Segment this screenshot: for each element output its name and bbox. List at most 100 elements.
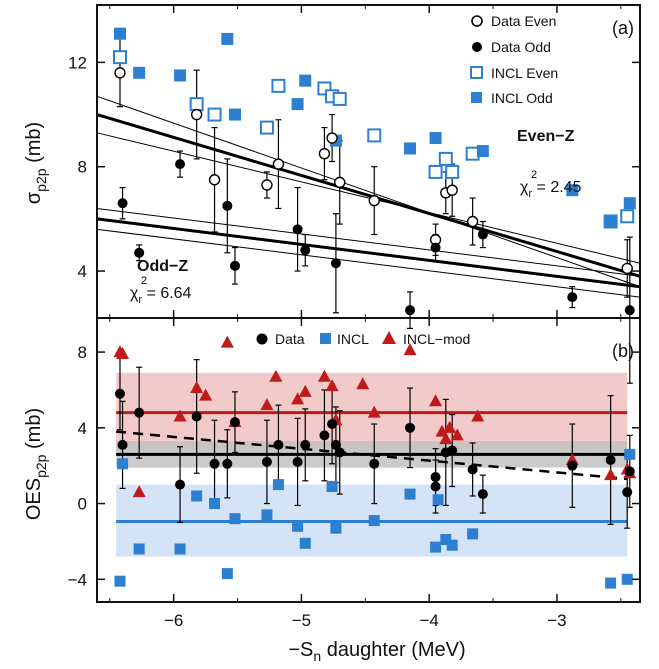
incl-even-point (620, 209, 635, 224)
data-even-point (208, 174, 221, 186)
incl-mod-point (325, 379, 339, 392)
panel-b-points (113, 335, 637, 589)
panel-a-tag: (a) (612, 18, 634, 38)
panel-b-ylabel: OESp2p (mb) (23, 408, 49, 520)
fit-line (96, 95, 641, 288)
data-point (624, 466, 635, 477)
legend-data-odd-marker (472, 42, 482, 52)
incl-even-point (112, 50, 127, 65)
data-odd-point (567, 292, 578, 303)
data-even-point (261, 179, 273, 191)
incl-mod-point (450, 428, 464, 441)
panel-b: −6 −5 −4 −3 −4 0 4 8 (b) Data INCL INCL−mod OES… (23, 317, 641, 630)
even-z-chi2: χr = 2.45 2 (520, 169, 582, 200)
incl-odd-point (221, 32, 234, 45)
incl-mod-point (132, 485, 146, 498)
incl-mod-point (403, 343, 417, 356)
data-point (327, 419, 338, 430)
incl-mod-point (260, 398, 274, 411)
incl-mod-point (429, 394, 443, 407)
incl-point (624, 448, 636, 460)
odd-z-chi2: χr = 6.64 2 (130, 275, 192, 306)
incl-mod-point (298, 384, 312, 397)
odd-z-label: Odd−Z (137, 258, 188, 275)
incl-point (326, 481, 338, 493)
panel-a-fit-lines (96, 95, 641, 298)
y-tick-label: 8 (78, 158, 87, 177)
data-odd-point (624, 305, 635, 316)
x-tick-label: −5 (292, 611, 311, 630)
data-point (369, 458, 380, 469)
even-chi-symbol: χ (520, 179, 529, 196)
incl-point (229, 513, 241, 525)
data-odd-point (477, 229, 488, 240)
incl-odd-point (566, 184, 579, 197)
data-point (117, 439, 128, 450)
incl-point (117, 458, 129, 470)
incl-even-point (367, 128, 382, 143)
panel-a-ylabel-main: σ (23, 191, 45, 204)
fit-line (96, 113, 641, 278)
data-point (447, 445, 458, 456)
fit-line (96, 132, 641, 264)
legend-incl-marker (320, 333, 331, 344)
data-point (567, 460, 578, 471)
incl-point (292, 520, 304, 532)
data-point (622, 487, 633, 498)
panel-b-ylabel-sub: p2p (33, 454, 49, 478)
data-odd-point (292, 224, 303, 235)
x-axis-label: −Sn daughter (MeV) (288, 639, 465, 664)
incl-mod-point (367, 405, 381, 418)
incl-point (191, 490, 203, 502)
data-point (605, 455, 616, 465)
incl-odd-point (429, 132, 442, 145)
fit-line (96, 228, 641, 298)
data-even-point (621, 262, 633, 275)
y-tick-label: 8 (78, 343, 87, 362)
legend-incl-mod: INCL−mod (403, 331, 470, 347)
even-chi-eq: = (532, 179, 550, 196)
incl-odd-point (623, 197, 636, 210)
panel-a-ylabel-sub: p2p (33, 168, 49, 192)
data-even-point (446, 184, 458, 196)
incl-point (261, 509, 273, 521)
trend-line (116, 430, 628, 481)
data-point (405, 422, 416, 433)
y-tick-label: 4 (78, 262, 87, 281)
legend-incl-even: INCL Even (491, 65, 558, 81)
fit-line (96, 207, 641, 277)
y-tick-label: 12 (68, 53, 87, 72)
incl-odd-point (476, 145, 489, 158)
data-even-point (190, 108, 203, 121)
incl-mod-point (190, 381, 204, 394)
legend-data-even-marker (471, 15, 483, 27)
data-even-point (318, 147, 331, 160)
panel-a-ylabel: σp2p (mb) (23, 122, 49, 204)
incl-even-point (207, 107, 222, 122)
incl-even-point (332, 91, 347, 106)
incl-point (440, 534, 452, 546)
incl-mod-point (220, 335, 234, 348)
data-point (261, 456, 272, 467)
panel-a-points (112, 27, 636, 316)
data-odd-point (175, 159, 186, 170)
incl-mod-point (443, 420, 457, 433)
panel-b-ticks: −6 −5 −4 −3 −4 0 4 8 (68, 318, 640, 630)
odd-chi-symbol: χ (130, 285, 139, 302)
incl-mod-point (199, 388, 213, 401)
incl-mod-point (269, 369, 283, 382)
svg-text:χr = 2.45: χr = 2.45 (520, 179, 582, 200)
data-point (430, 481, 441, 492)
incl-point (446, 539, 458, 551)
odd-chi-sup: 2 (141, 275, 147, 287)
data-point (191, 411, 202, 422)
data-point (330, 439, 341, 450)
data-odd-point (330, 258, 341, 269)
data-even-point (114, 67, 126, 79)
incl-point (605, 577, 617, 589)
incl-point (430, 541, 442, 553)
panel-a: 4 8 12 (a) Data Even Data Odd INCL Even IN… (23, 4, 641, 384)
legend-incl-mod-marker (382, 331, 396, 344)
legend-data: Data (275, 331, 305, 347)
